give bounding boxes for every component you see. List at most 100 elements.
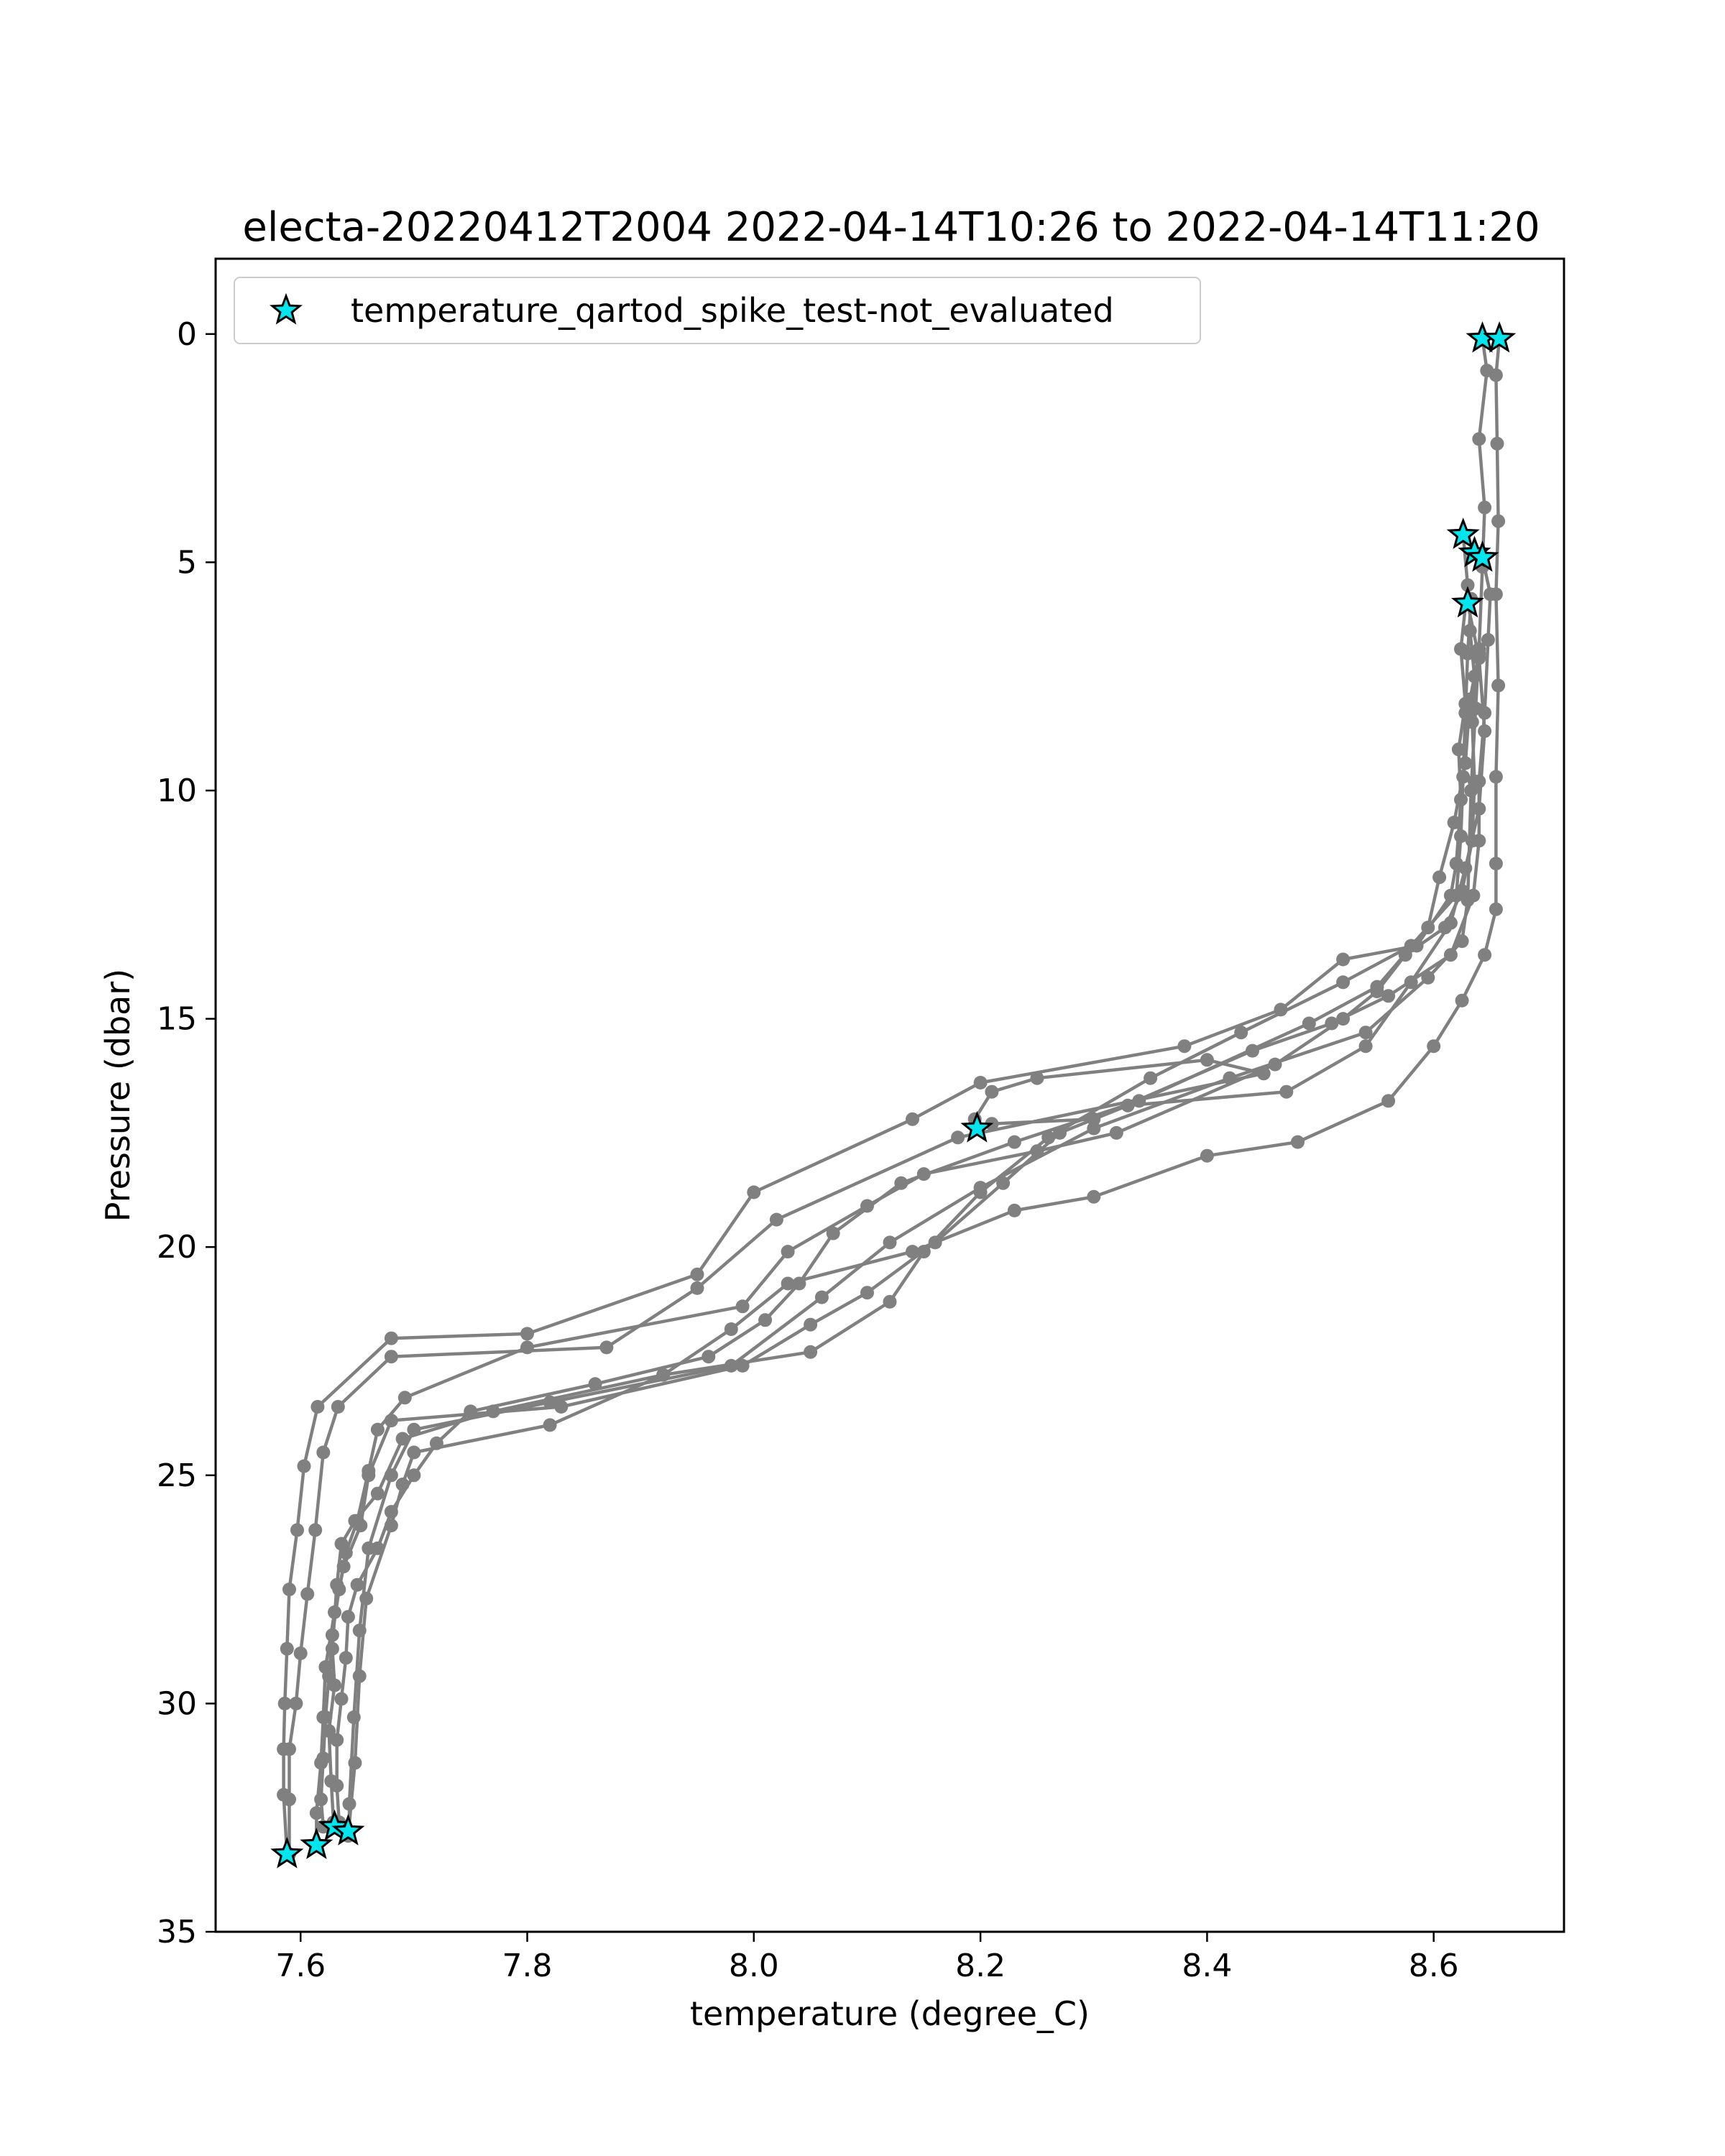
- y-tick-label: 15: [157, 1001, 197, 1038]
- flag-layer: [270, 321, 1517, 1869]
- profile-point: [894, 1176, 908, 1190]
- profile-point: [1472, 646, 1486, 660]
- y-axis: 0 5 10 15 20 25 30 35: [157, 316, 216, 1950]
- profile-point: [1381, 1094, 1396, 1108]
- profile-point: [309, 1806, 323, 1820]
- y-tick-label: 20: [157, 1229, 197, 1266]
- profile-point: [951, 1130, 965, 1145]
- profile-point: [906, 1112, 919, 1126]
- profile-point: [814, 1290, 829, 1304]
- profile-point: [322, 1669, 336, 1683]
- profile-point: [1132, 1094, 1146, 1108]
- legend-label: temperature_qartod_spike_test-not_evalua…: [351, 291, 1114, 330]
- profile-point: [300, 1587, 315, 1601]
- profile-point: [1144, 1071, 1158, 1085]
- profile-point: [973, 1185, 988, 1199]
- flagged-star-point: [960, 1110, 994, 1143]
- profile-point: [1336, 975, 1351, 990]
- flagged-star-point: [1483, 321, 1517, 353]
- profile-point: [1489, 368, 1503, 382]
- x-axis: 7.6 7.8 8.0 8.2 8.4 8.6: [275, 1932, 1459, 1984]
- profile-point: [781, 1245, 795, 1259]
- profile-point: [1087, 1189, 1101, 1204]
- profile-point: [1447, 816, 1461, 829]
- profile-point: [1358, 1039, 1373, 1054]
- profile-point: [1302, 1016, 1316, 1031]
- profile-point: [1438, 921, 1452, 935]
- profile-point: [1177, 1039, 1192, 1054]
- profile-series-8: [330, 646, 1486, 1830]
- flagged-star-point: [270, 1836, 304, 1869]
- profile-point: [735, 1299, 750, 1314]
- legend-star-marker-icon: [269, 292, 303, 325]
- profile-point: [331, 1400, 345, 1414]
- profile-point: [330, 1733, 344, 1747]
- profile-point: [804, 1345, 818, 1359]
- profile-point: [928, 1235, 942, 1250]
- profile-point: [792, 1276, 806, 1291]
- profile-point: [1109, 1125, 1123, 1140]
- profile-point: [1481, 632, 1495, 647]
- y-tick-label: 0: [177, 316, 197, 353]
- profile-point: [996, 1176, 1011, 1190]
- profile-point: [1336, 1012, 1351, 1026]
- profile-point: [520, 1340, 534, 1355]
- profile-point: [1491, 678, 1506, 693]
- legend: temperature_qartod_spike_test-not_evalua…: [234, 277, 1201, 344]
- profile-point: [1268, 1057, 1282, 1072]
- profile-point: [1460, 578, 1475, 592]
- profile-point: [985, 1084, 999, 1099]
- profile-point: [316, 1445, 331, 1460]
- profile-point: [407, 1468, 421, 1483]
- profile-point: [1200, 1148, 1214, 1163]
- profile-point: [1370, 980, 1384, 994]
- profile-point: [1030, 1071, 1044, 1085]
- profile-point: [1472, 432, 1486, 446]
- profile-point: [316, 1751, 331, 1766]
- profile-point: [407, 1445, 421, 1460]
- profile-point: [1489, 857, 1503, 871]
- profile-point: [339, 1651, 353, 1665]
- profile-point: [1466, 888, 1481, 903]
- profile-point: [362, 1464, 376, 1478]
- profile-point: [1468, 774, 1481, 788]
- profile-point: [883, 1294, 897, 1309]
- profile-point: [308, 1523, 323, 1537]
- profile-point: [1451, 742, 1466, 757]
- profile-point: [332, 1583, 346, 1597]
- profile-point: [747, 1185, 761, 1199]
- profile-point: [297, 1459, 311, 1473]
- y-axis-label: Pressure (dbar): [98, 969, 137, 1222]
- profile-point: [318, 1710, 333, 1724]
- profile-point: [1443, 948, 1458, 962]
- profile-point: [1458, 756, 1473, 770]
- profile-point: [543, 1418, 557, 1432]
- profile-point: [1336, 952, 1351, 967]
- profile-point: [370, 1486, 385, 1501]
- profile-point: [1007, 1203, 1021, 1217]
- chart-title: electa-20220412T2004 2022-04-14T10:26 to…: [242, 204, 1540, 251]
- profile-point: [1463, 692, 1477, 706]
- flagged-star-point: [331, 1814, 365, 1846]
- profile-point: [314, 1792, 328, 1807]
- profile-point: [293, 1646, 308, 1660]
- flagged-star-point: [1466, 540, 1499, 572]
- profile-point: [384, 1331, 398, 1345]
- profile-point: [1404, 975, 1418, 990]
- profile-point: [769, 1212, 783, 1227]
- profile-point: [735, 1358, 750, 1373]
- profile-point: [599, 1340, 614, 1355]
- profile-point: [1491, 514, 1506, 528]
- profile-point: [310, 1400, 325, 1414]
- profile-point: [804, 1317, 818, 1332]
- profile-point: [690, 1267, 704, 1281]
- profile-point: [690, 1281, 704, 1295]
- profile-point: [384, 1505, 398, 1519]
- profile-point: [282, 1583, 296, 1597]
- profile-point: [1454, 829, 1468, 843]
- profile-point: [350, 1514, 364, 1528]
- profile-point: [588, 1377, 602, 1391]
- profile-point: [1484, 587, 1497, 602]
- profile-line: [319, 629, 1476, 1829]
